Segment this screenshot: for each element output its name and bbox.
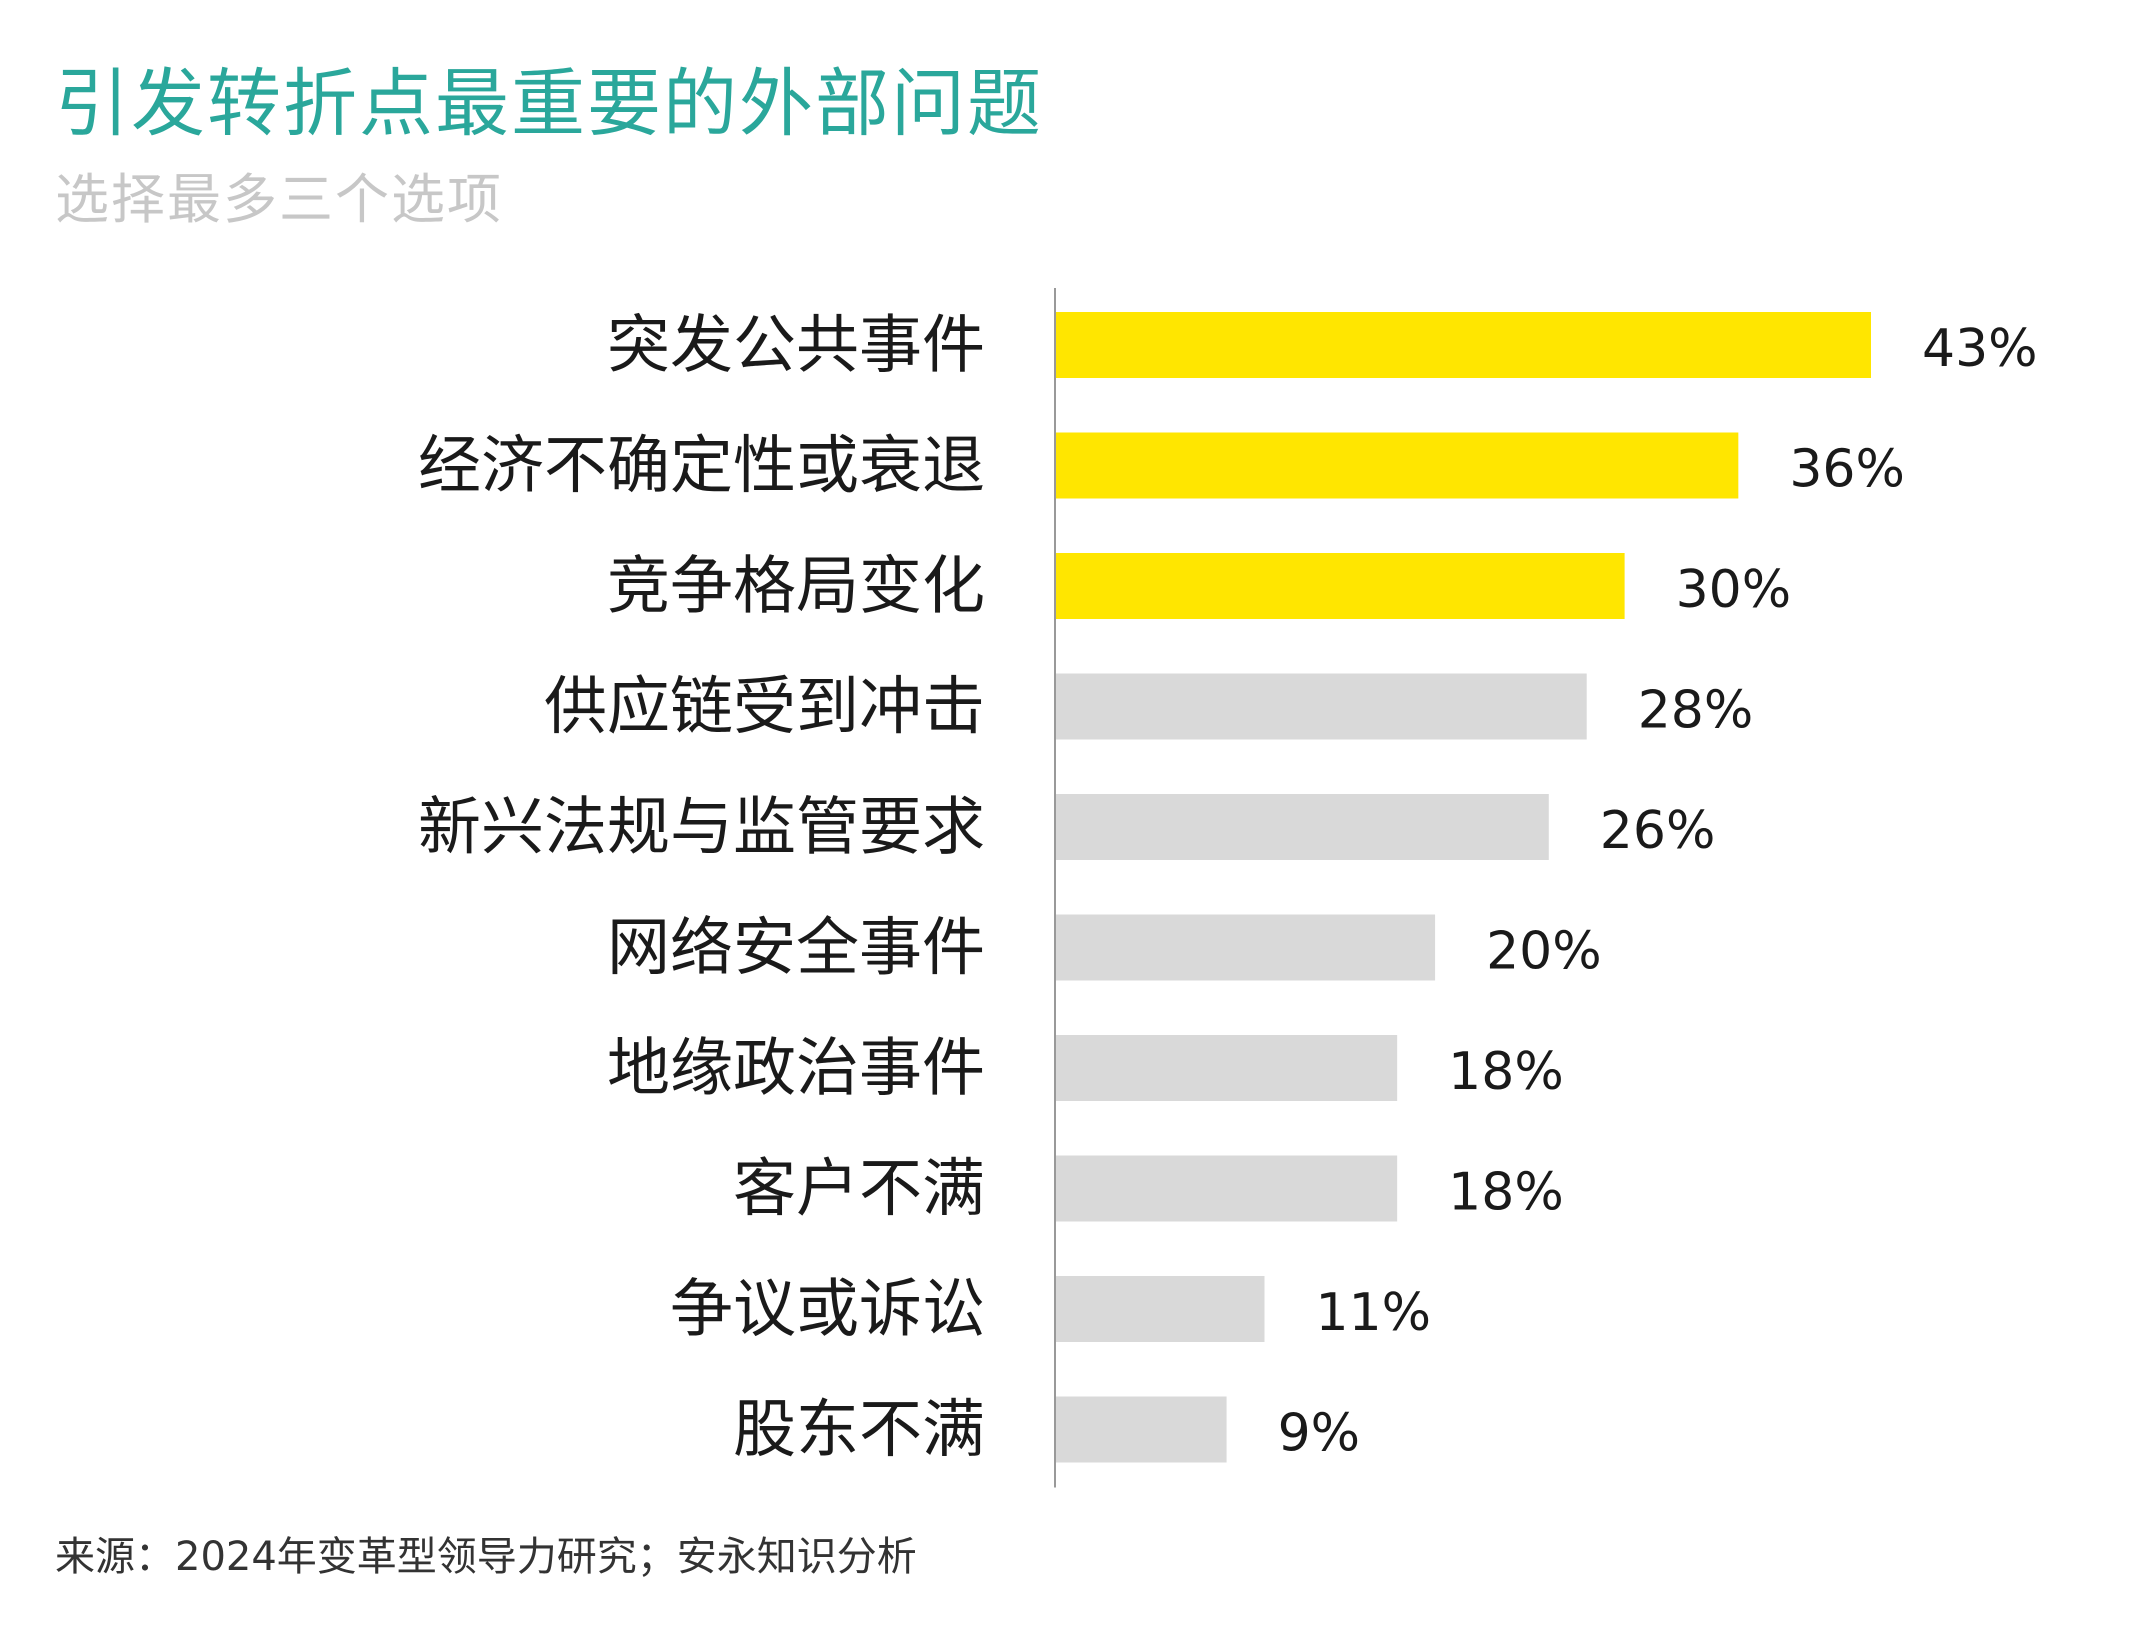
- value-label-8: 18%: [1448, 1163, 1564, 1223]
- category-label-8: 客户不满: [733, 1152, 985, 1225]
- source-note: 来源：2024年变革型领导力研究；安永知识分析: [55, 1534, 917, 1580]
- category-label-1: 突发公共事件: [607, 309, 985, 382]
- bar-3: [1056, 553, 1625, 619]
- value-label-3: 30%: [1676, 560, 1792, 620]
- category-label-7: 地缘政治事件: [607, 1032, 985, 1105]
- bar-6: [1056, 914, 1436, 981]
- category-label-6: 网络安全事件: [607, 911, 985, 984]
- value-label-6: 20%: [1486, 922, 1602, 982]
- category-label-9: 争议或诉讼: [670, 1273, 985, 1346]
- bar-2: [1056, 432, 1739, 499]
- bar-8: [1056, 1155, 1398, 1222]
- category-label-10: 股东不满: [733, 1393, 985, 1466]
- bar-4: [1056, 673, 1587, 740]
- value-label-9: 11%: [1315, 1283, 1431, 1343]
- bars-group: [1056, 312, 1871, 1463]
- bar-9: [1056, 1276, 1265, 1342]
- category-labels-group: 突发公共事件经济不确定性或衰退竞争格局变化供应链受到冲击新兴法规与监管要求网络安…: [418, 309, 985, 1467]
- category-label-2: 经济不确定性或衰退: [418, 429, 985, 502]
- value-label-7: 18%: [1448, 1042, 1564, 1102]
- chart-subtitle: 选择最多三个选项: [55, 168, 503, 231]
- bar-5: [1056, 794, 1549, 860]
- category-label-5: 新兴法规与监管要求: [418, 791, 985, 864]
- value-label-4: 28%: [1638, 681, 1754, 741]
- value-label-1: 43%: [1922, 319, 2038, 379]
- category-label-3: 竞争格局变化: [607, 550, 985, 623]
- bar-7: [1056, 1035, 1398, 1101]
- chart-title: 引发转折点最重要的外部问题: [55, 61, 1043, 147]
- category-label-4: 供应链受到冲击: [544, 670, 985, 743]
- value-labels-group: 43% 36% 30% 28% 26% 20% 18% 18% 11% 9%: [1278, 319, 2038, 1464]
- bar-10: [1056, 1396, 1227, 1463]
- value-label-10: 9%: [1278, 1404, 1361, 1464]
- value-label-5: 26%: [1600, 801, 1716, 861]
- value-label-2: 36%: [1789, 440, 1905, 500]
- bar-1: [1056, 312, 1871, 378]
